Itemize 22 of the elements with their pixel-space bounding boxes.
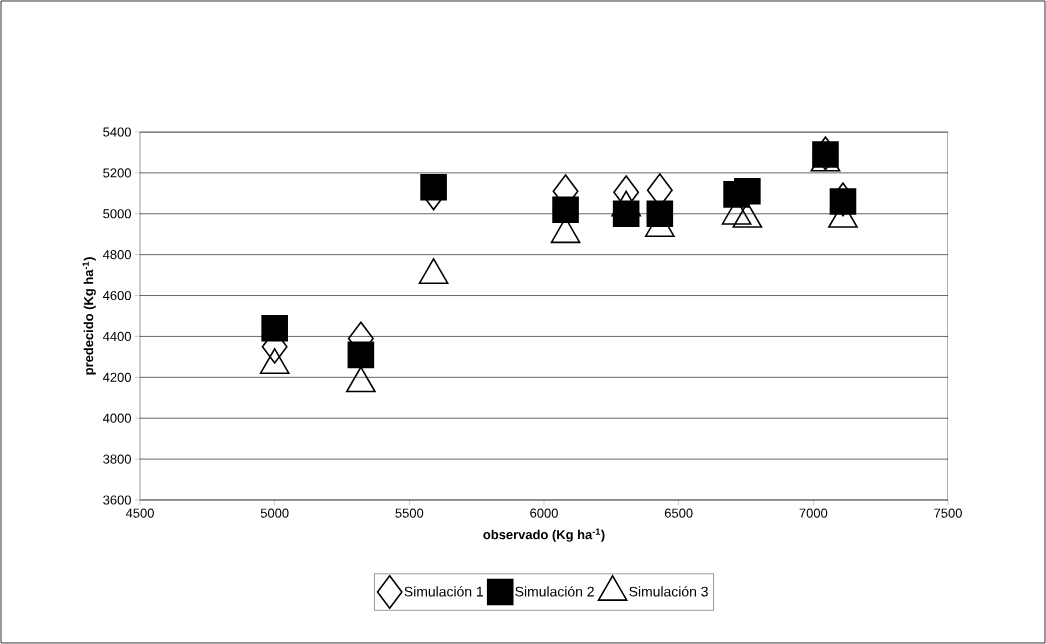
x-tick-label: 6500 (664, 508, 693, 518)
x-tick-label: 4500 (125, 508, 154, 518)
x-tick-label: 6000 (530, 508, 558, 518)
y-axis-title: predecido (Kg ha$^{-1}$) (82, 257, 96, 375)
x-tick-label: 5000 (260, 508, 289, 518)
x-tick-label: 5500 (395, 508, 424, 518)
x-tick-label: 7000 (799, 508, 828, 518)
y-tick-label: 4800 (102, 250, 131, 260)
legend-label: Simulación 3 (629, 586, 708, 597)
y-tick-label: 3600 (103, 495, 131, 505)
y-tick-label: 5400 (103, 127, 131, 137)
legend-label: Simulación 2 (515, 586, 594, 597)
y-tick-label: 4600 (102, 290, 131, 301)
legend-label: Simulación 1 (404, 586, 484, 597)
y-tick-label: 5200 (103, 168, 131, 178)
y-tick-label: 3800 (103, 454, 131, 464)
y-tick-label: 4000 (102, 413, 131, 423)
y-tick-label: 4200 (102, 372, 131, 382)
x-tick-label: 7500 (934, 508, 962, 518)
y-tick-label: 5000 (103, 209, 131, 219)
y-tick-label: 4400 (102, 331, 131, 342)
x-axis-title: observado (Kg ha$^{-1}$) (483, 528, 605, 542)
